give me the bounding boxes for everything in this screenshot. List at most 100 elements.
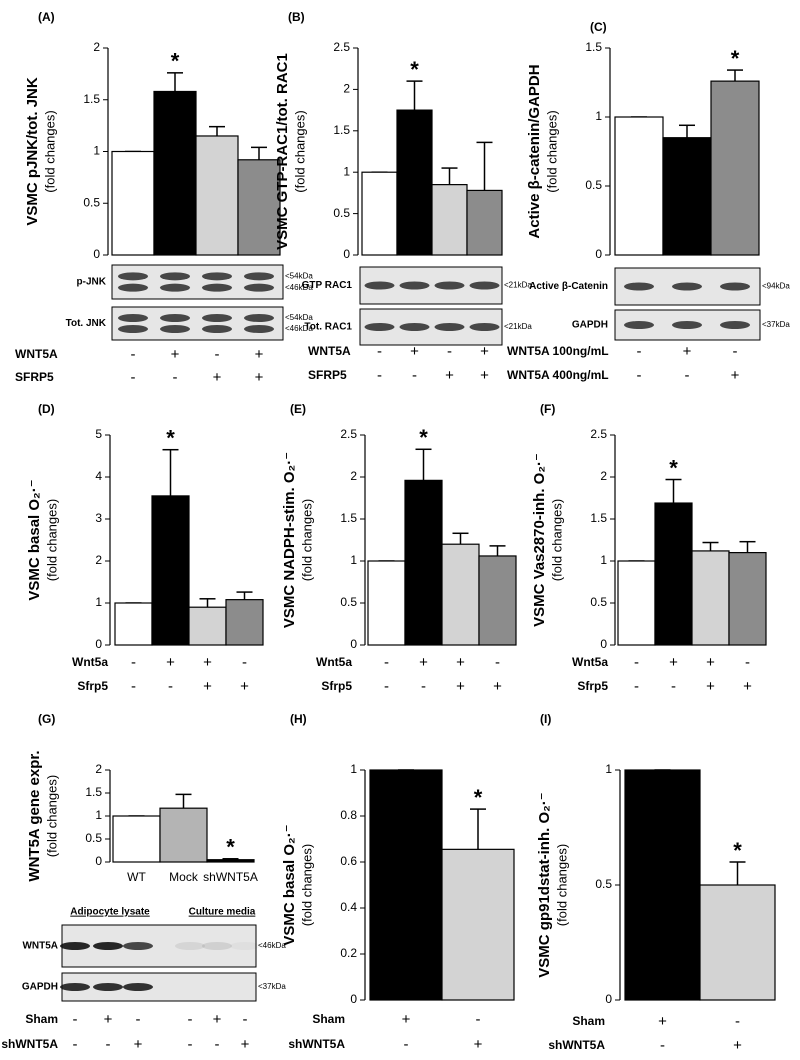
y-tick-label: 2 (350, 469, 357, 483)
y-tick-label: 0 (343, 247, 350, 261)
panel-label: (H) (290, 712, 307, 726)
bar (369, 769, 443, 1001)
bar (195, 135, 239, 256)
molecular-weight: <46kDa (258, 941, 286, 950)
condition-sign: + (743, 678, 752, 695)
condition-sign: - (660, 1037, 665, 1054)
condition-sign: + (213, 1011, 222, 1028)
condition-sign: - (188, 1036, 193, 1053)
y-tick-label: 0.5 (595, 877, 612, 891)
condition-sign: + (240, 678, 249, 695)
blot-band (244, 325, 274, 333)
condition-sign: - (384, 678, 389, 695)
condition-sign: - (404, 1036, 409, 1053)
y-tick-label: 0 (600, 637, 607, 651)
blot-band (244, 283, 274, 292)
y-tick-label: 0 (350, 992, 357, 1006)
molecular-weight: <37kDa (762, 320, 790, 329)
condition-sign: + (706, 678, 715, 695)
y-tick-label: 3 (95, 511, 102, 525)
y-axis-subtitle: (fold changes) (544, 110, 559, 192)
condition-sign: + (445, 367, 454, 384)
condition-sign: - (733, 343, 738, 360)
bar (710, 80, 760, 256)
y-tick-label: 0.8 (340, 808, 357, 822)
y-tick-label: 1.5 (340, 511, 357, 525)
y-tick-label: 0 (93, 247, 100, 261)
x-tick-label: shWNT5A (203, 870, 258, 884)
blot-band (160, 314, 190, 322)
molecular-weight: <21kDa (504, 322, 532, 331)
condition-sign: - (106, 1036, 111, 1053)
y-tick-label: 1 (350, 762, 357, 776)
condition-sign: - (215, 346, 220, 363)
condition-sign: + (683, 343, 692, 360)
condition-sign: + (731, 367, 740, 384)
condition-sign: - (745, 654, 750, 671)
bar (614, 116, 664, 256)
blot-band (434, 323, 465, 331)
y-tick-label: 2 (343, 82, 350, 96)
blot-band (244, 314, 274, 322)
molecular-weight: <54kDa (285, 313, 313, 322)
blot-band (160, 283, 190, 292)
y-tick-label: 0.5 (590, 595, 607, 609)
y-tick-label: 2 (95, 762, 102, 776)
y-tick-label: 2.5 (340, 427, 357, 441)
blot-band (60, 942, 90, 950)
panel-label: (I) (540, 712, 551, 726)
x-tick-label: Mock (169, 870, 199, 884)
blot-label: Active β-Catenin (529, 281, 608, 292)
bar (441, 543, 480, 646)
bar (114, 602, 153, 646)
blot-header: Adipocyte lysate (70, 907, 150, 918)
y-tick-label: 1 (595, 109, 602, 123)
y-tick-label: 1.5 (333, 123, 350, 137)
condition-sign: - (735, 1013, 740, 1030)
significance-star: * (474, 785, 483, 810)
panel-label: (E) (290, 402, 306, 416)
y-axis-title: VSMC Vas2870-inh. O₂·⁻ (531, 453, 548, 627)
y-tick-label: 0 (95, 637, 102, 651)
blot-band (202, 325, 232, 333)
significance-star: * (731, 46, 740, 71)
y-tick-label: 1 (600, 553, 607, 567)
blot-label: GAPDH (22, 982, 58, 993)
panel-label: (C) (590, 20, 607, 34)
condition-sign: + (166, 654, 175, 671)
bar (361, 171, 398, 256)
condition-sign: - (131, 369, 136, 386)
condition-label: WNT5A 400ng/mL (507, 368, 609, 382)
condition-label: WNT5A (15, 347, 58, 361)
molecular-weight: <94kDa (762, 282, 790, 291)
y-tick-label: 0.5 (83, 195, 100, 209)
y-tick-label: 0.5 (333, 206, 350, 220)
condition-sign: - (173, 369, 178, 386)
y-axis-subtitle: (fold changes) (44, 775, 59, 857)
molecular-weight: <46kDa (285, 324, 313, 333)
significance-star: * (669, 455, 678, 480)
condition-label: WNT5A 100ng/mL (507, 344, 609, 358)
y-axis-title: VSMC basal O₂·⁻ (281, 824, 298, 945)
bar (396, 109, 433, 256)
bar (159, 807, 208, 863)
bar (431, 184, 468, 256)
blot-band (624, 282, 654, 291)
condition-sign: - (136, 1011, 141, 1028)
y-tick-label: 2.5 (333, 40, 350, 54)
blot-band (399, 281, 430, 290)
y-tick-label: 1.5 (590, 511, 607, 525)
condition-label: Wnt5a (316, 655, 352, 669)
y-tick-label: 0 (350, 637, 357, 651)
significance-star: * (171, 49, 180, 74)
condition-sign: + (134, 1036, 143, 1053)
blot-band (123, 942, 153, 950)
bar (367, 560, 406, 646)
significance-star: * (419, 425, 428, 450)
y-tick-label: 0.5 (340, 595, 357, 609)
blot-band (469, 323, 500, 331)
bar (466, 189, 503, 256)
blot-band (160, 325, 190, 333)
condition-sign: - (131, 678, 136, 695)
bar (225, 599, 264, 646)
